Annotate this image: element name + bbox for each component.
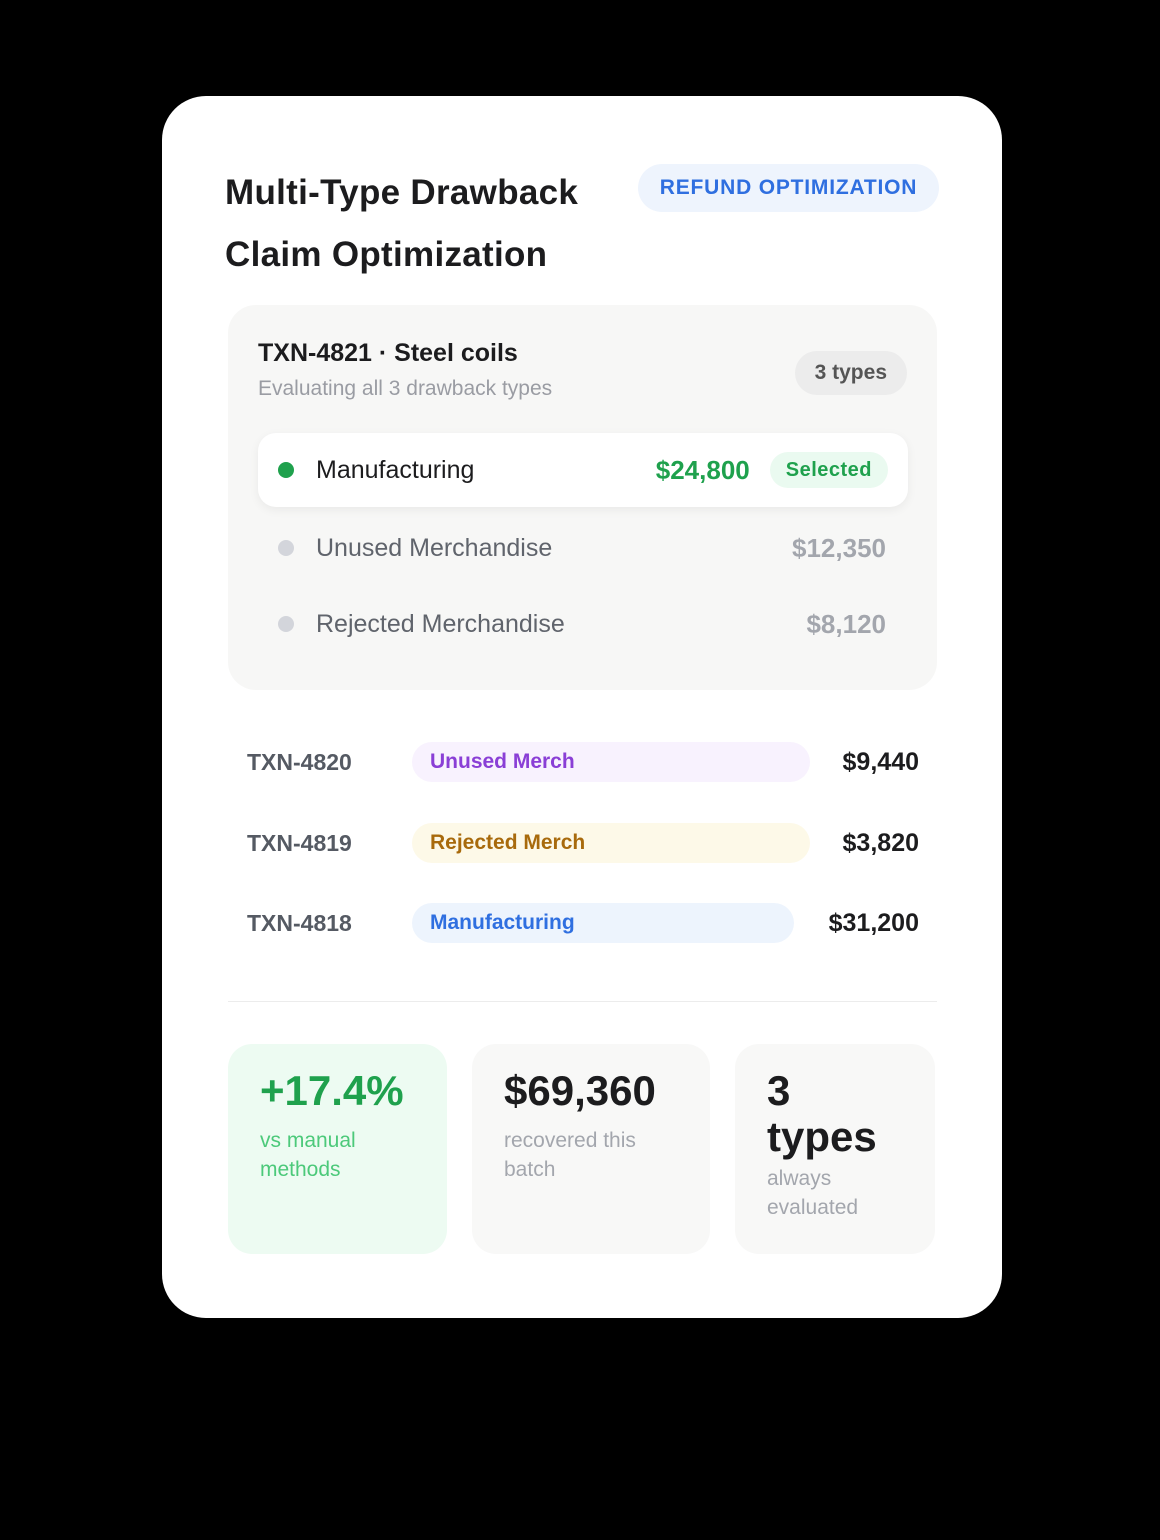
transaction-panel: TXN-4821 · Steel coils Evaluating all 3 … [228, 305, 937, 690]
history-row[interactable]: TXN-4820 Unused Merch $9,440 [247, 742, 919, 782]
option-rejected-merchandise[interactable]: Rejected Merchandise $8,120 [258, 587, 908, 661]
status-dot-icon [278, 462, 294, 478]
types-badge: 3 types [794, 351, 907, 395]
status-dot-icon [278, 540, 294, 556]
transaction-subtitle: Evaluating all 3 drawback types [258, 377, 553, 400]
stat-improvement: +17.4% vs manual methods [228, 1044, 447, 1254]
stat-recovered: $69,360 recovered this batch [472, 1044, 710, 1254]
option-manufacturing[interactable]: Manufacturing $24,800 Selected [258, 433, 908, 507]
drawback-card: Multi-Type Drawback Claim Optimization R… [162, 96, 1002, 1318]
type-pill: Rejected Merch [412, 823, 810, 863]
stat-types: 3 types always evaluated [735, 1044, 935, 1254]
card-title: Multi-Type Drawback Claim Optimization [225, 173, 579, 274]
history-row[interactable]: TXN-4818 Manufacturing $31,200 [247, 903, 919, 943]
status-dot-icon [278, 616, 294, 632]
type-pill: Unused Merch [412, 742, 810, 782]
divider [228, 1001, 937, 1002]
history-row[interactable]: TXN-4819 Rejected Merch $3,820 [247, 823, 919, 863]
transaction-title: TXN-4821 · Steel coils [258, 339, 518, 367]
selected-badge: Selected [769, 452, 888, 488]
option-unused-merchandise[interactable]: Unused Merchandise $12,350 [258, 511, 908, 585]
type-pill: Manufacturing [412, 903, 794, 943]
category-badge: REFUND OPTIMIZATION [638, 164, 939, 212]
